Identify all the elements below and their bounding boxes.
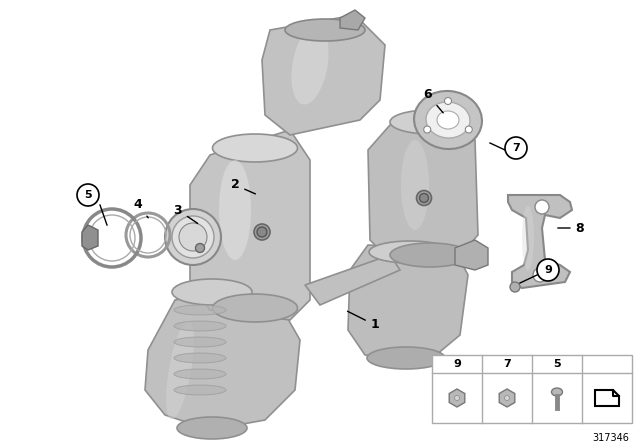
Ellipse shape <box>172 279 252 305</box>
Ellipse shape <box>424 126 431 133</box>
Text: 6: 6 <box>424 89 443 113</box>
Ellipse shape <box>174 305 226 315</box>
Polygon shape <box>368 115 478 260</box>
Polygon shape <box>508 195 572 288</box>
FancyBboxPatch shape <box>432 355 632 423</box>
Text: 1: 1 <box>348 311 380 332</box>
Ellipse shape <box>174 353 226 363</box>
Polygon shape <box>145 285 300 430</box>
Polygon shape <box>190 130 310 320</box>
Text: 4: 4 <box>134 198 148 218</box>
Text: 5: 5 <box>553 359 561 369</box>
Circle shape <box>505 137 527 159</box>
Text: 9: 9 <box>453 359 461 369</box>
Ellipse shape <box>390 243 470 267</box>
Ellipse shape <box>174 321 226 331</box>
Ellipse shape <box>257 227 267 237</box>
Ellipse shape <box>414 91 482 149</box>
Ellipse shape <box>174 337 226 347</box>
Ellipse shape <box>285 19 365 41</box>
Text: 3: 3 <box>173 203 198 224</box>
Ellipse shape <box>535 200 549 214</box>
Ellipse shape <box>522 206 534 271</box>
Ellipse shape <box>219 160 251 260</box>
Text: 5: 5 <box>84 190 92 200</box>
Text: 7: 7 <box>503 359 511 369</box>
Ellipse shape <box>390 110 470 134</box>
Ellipse shape <box>465 126 472 133</box>
Ellipse shape <box>291 26 328 104</box>
Ellipse shape <box>172 216 214 258</box>
Text: 9: 9 <box>544 265 552 275</box>
Text: 8: 8 <box>558 221 584 234</box>
Ellipse shape <box>174 369 226 379</box>
Ellipse shape <box>212 134 298 162</box>
Ellipse shape <box>417 190 431 206</box>
Ellipse shape <box>419 194 429 202</box>
Polygon shape <box>305 255 400 305</box>
Text: 7: 7 <box>512 143 520 153</box>
Ellipse shape <box>369 241 451 263</box>
Polygon shape <box>82 225 98 250</box>
Ellipse shape <box>552 388 563 396</box>
Ellipse shape <box>445 98 451 104</box>
Polygon shape <box>340 10 365 30</box>
Ellipse shape <box>454 396 460 401</box>
Ellipse shape <box>179 223 207 251</box>
Polygon shape <box>455 240 488 270</box>
Text: 2: 2 <box>230 178 255 194</box>
Ellipse shape <box>367 347 445 369</box>
Ellipse shape <box>426 102 470 138</box>
Text: 317346: 317346 <box>592 433 629 443</box>
Ellipse shape <box>510 282 520 292</box>
Ellipse shape <box>177 417 247 439</box>
Ellipse shape <box>533 268 547 282</box>
Ellipse shape <box>254 224 270 240</box>
Ellipse shape <box>174 385 226 395</box>
Polygon shape <box>262 15 385 135</box>
Ellipse shape <box>165 209 221 265</box>
Ellipse shape <box>504 396 509 401</box>
Ellipse shape <box>195 244 205 253</box>
Circle shape <box>77 184 99 206</box>
Ellipse shape <box>437 111 459 129</box>
Ellipse shape <box>212 294 298 322</box>
Ellipse shape <box>166 321 194 419</box>
Ellipse shape <box>401 140 429 230</box>
Circle shape <box>537 259 559 281</box>
Polygon shape <box>348 245 468 360</box>
